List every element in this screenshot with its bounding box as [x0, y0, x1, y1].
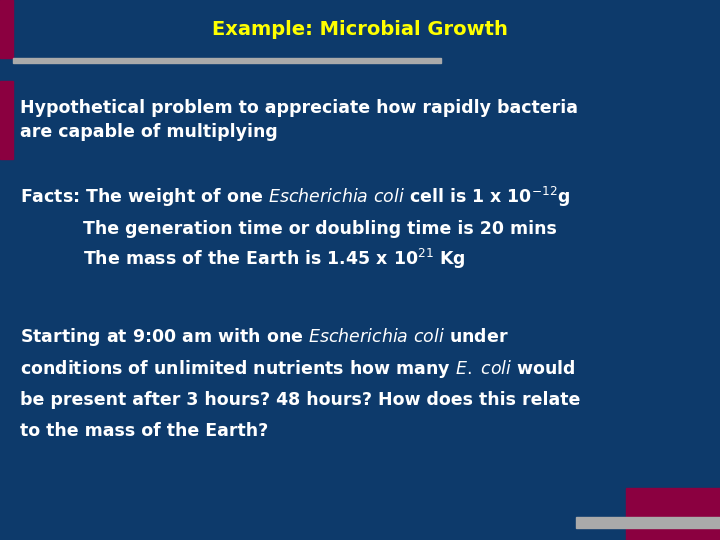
- Text: are capable of multiplying: are capable of multiplying: [20, 123, 278, 141]
- Text: Starting at 9:00 am with one $\mathit{Escherichia\ coli}$ under: Starting at 9:00 am with one $\mathit{Es…: [20, 327, 509, 348]
- Text: conditions of unlimited nutrients how many $\mathit{E.\ coli}$ would: conditions of unlimited nutrients how ma…: [20, 358, 576, 380]
- Text: to the mass of the Earth?: to the mass of the Earth?: [20, 422, 269, 441]
- Bar: [576, 517, 720, 528]
- Text: Example: Microbial Growth: Example: Microbial Growth: [212, 19, 508, 39]
- Bar: [0, 0, 13, 58]
- Bar: [626, 514, 720, 540]
- Text: The mass of the Earth is 1.45 x 10$^{21}$ Kg: The mass of the Earth is 1.45 x 10$^{21}…: [83, 247, 466, 271]
- Text: Facts: The weight of one $\mathit{Escherichia\ coli}$ cell is 1 x 10$^{-12}$g: Facts: The weight of one $\mathit{Escher…: [20, 185, 570, 209]
- Bar: [13, 58, 441, 63]
- Bar: [0, 81, 13, 159]
- Text: be present after 3 hours? 48 hours? How does this relate: be present after 3 hours? 48 hours? How …: [20, 391, 580, 409]
- Bar: [626, 488, 720, 514]
- Text: The generation time or doubling time is 20 mins: The generation time or doubling time is …: [83, 220, 557, 239]
- Bar: [0, 0, 720, 58]
- Text: Hypothetical problem to appreciate how rapidly bacteria: Hypothetical problem to appreciate how r…: [20, 99, 578, 117]
